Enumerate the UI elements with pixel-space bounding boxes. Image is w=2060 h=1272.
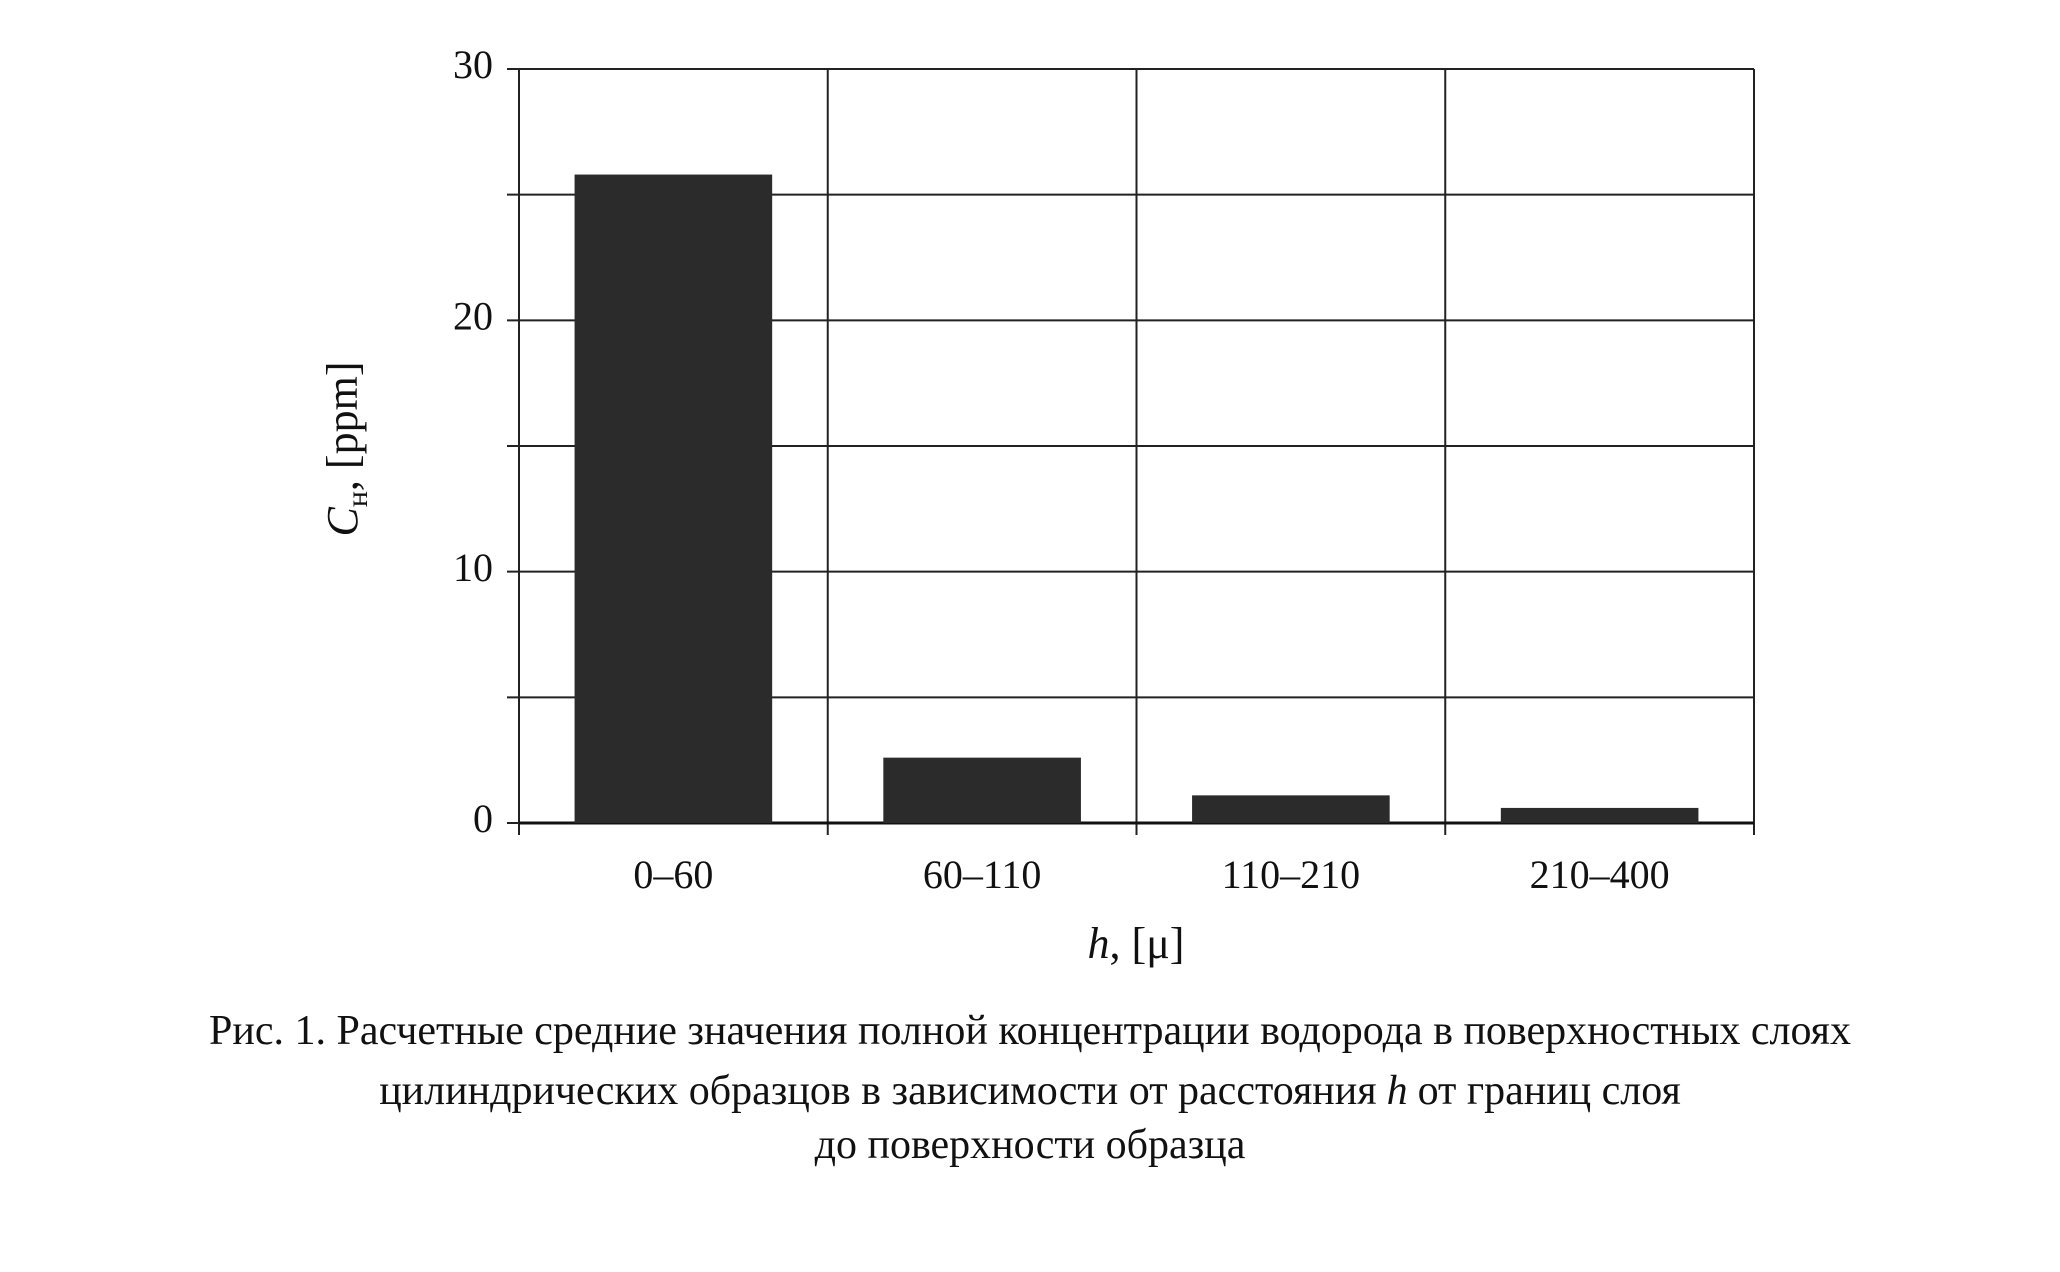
- bar: [574, 174, 773, 823]
- y-tick-label: 0: [473, 796, 493, 841]
- y-tick-label: 30: [453, 42, 493, 87]
- caption-line: цилиндрических образцов в зависимости от…: [379, 1068, 1681, 1114]
- caption-symbol: h: [1387, 1068, 1408, 1114]
- x-axis-label: h, [μ]: [1088, 919, 1185, 968]
- x-tick-label: 60–110: [923, 852, 1042, 897]
- bar: [1500, 807, 1699, 823]
- caption-line: Рис. 1. Расчетные средние значения полно…: [209, 1008, 1851, 1054]
- y-axis-label: Cн, [ppm]: [318, 362, 374, 537]
- x-tick-label: 210–400: [1530, 852, 1670, 897]
- y-label-subscript: н: [341, 491, 374, 507]
- x-tick-label: 110–210: [1222, 852, 1361, 897]
- bar: [883, 757, 1081, 823]
- caption-line: до поверхности образца: [815, 1122, 1246, 1168]
- caption-text: от границ слоя: [1418, 1068, 1681, 1114]
- y-label-unit: , [ppm]: [318, 362, 367, 492]
- x-label-unit: , [μ]: [1110, 919, 1185, 968]
- caption-text: цилиндрических образцов в зависимости от…: [379, 1068, 1376, 1114]
- x-label-symbol: h: [1088, 919, 1110, 968]
- y-label-symbol: C: [318, 506, 367, 536]
- y-tick-label: 10: [453, 545, 493, 590]
- bar: [1192, 795, 1390, 823]
- x-tick-label: 0–60: [633, 852, 713, 897]
- y-tick-label: 20: [453, 294, 493, 339]
